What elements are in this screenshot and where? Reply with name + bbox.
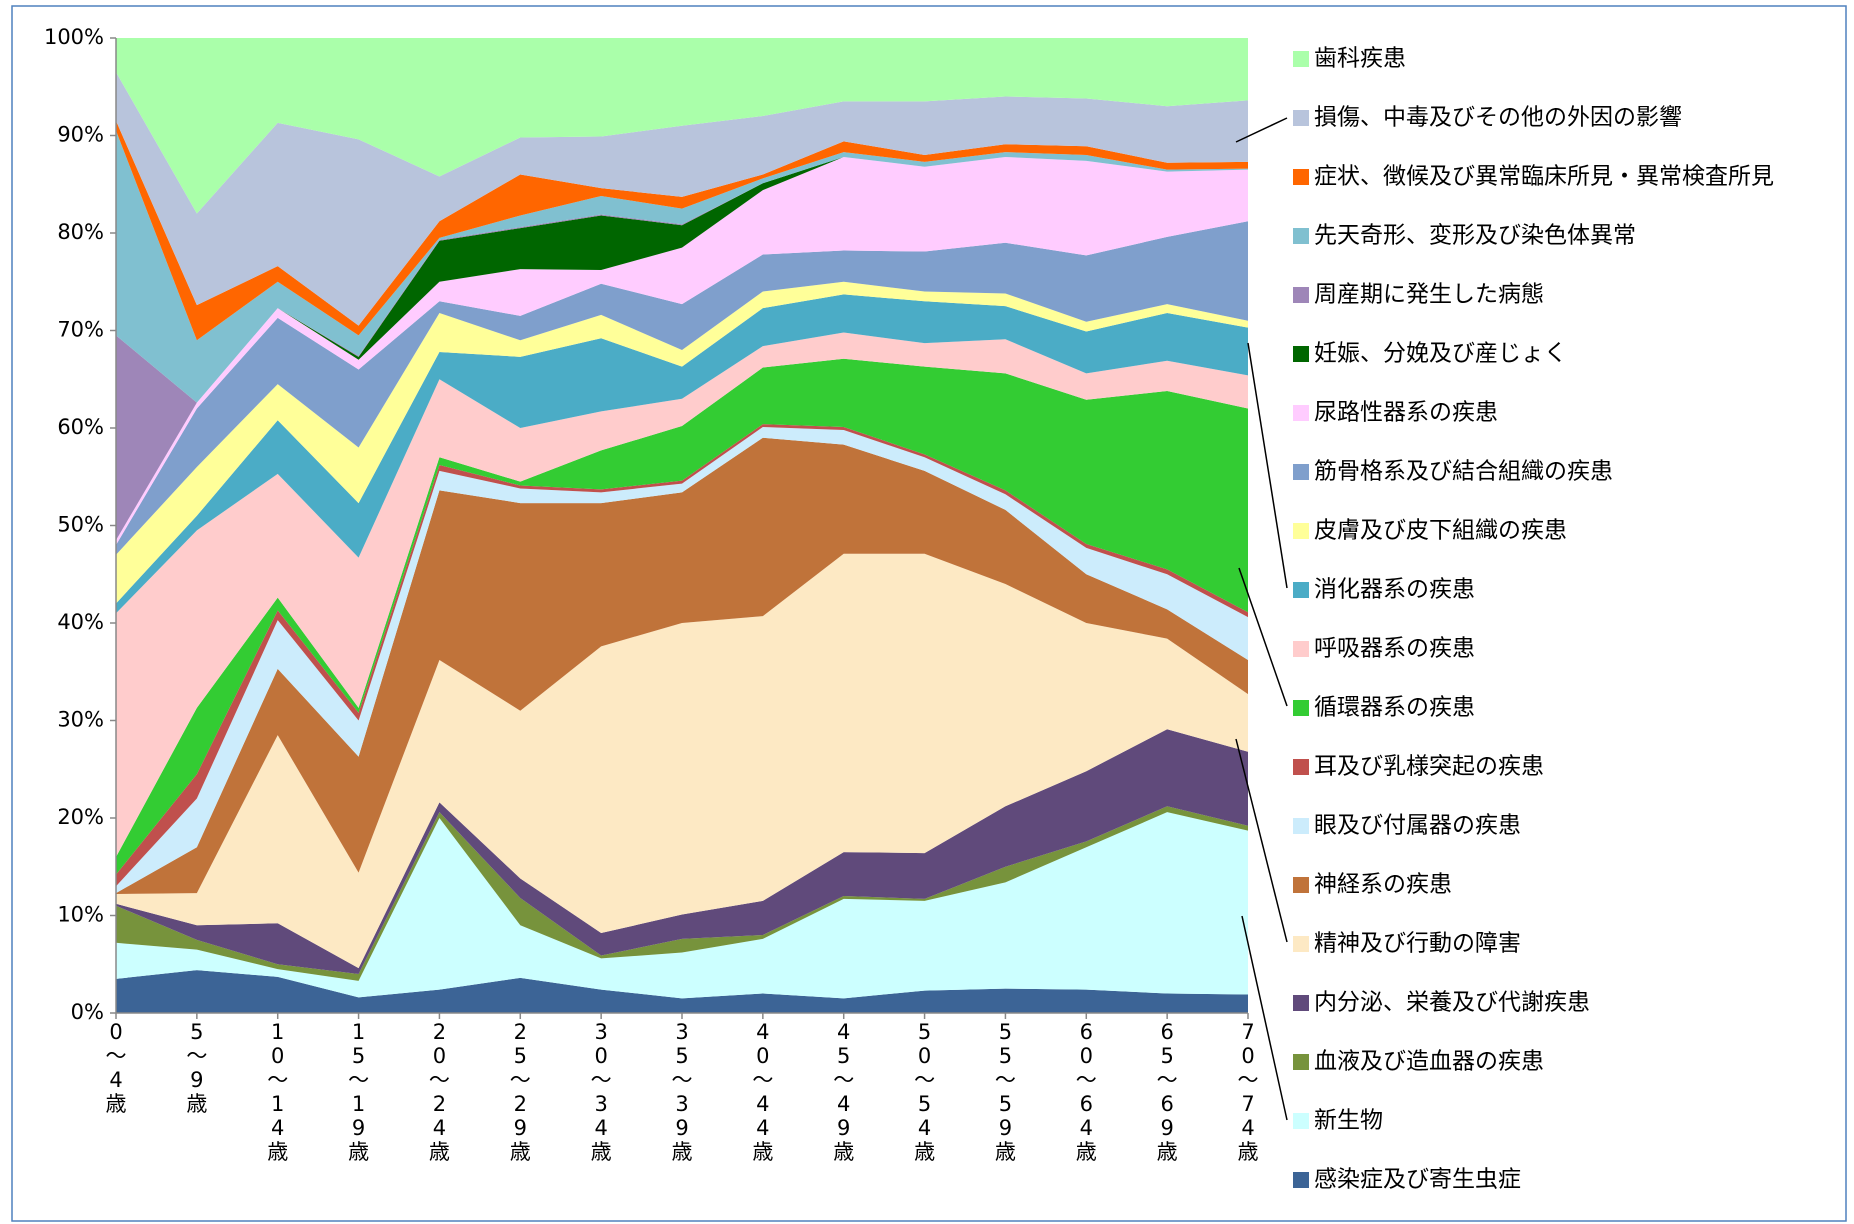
legend-swatch <box>1293 582 1309 598</box>
leader-line <box>1235 117 1288 143</box>
legend-label: 内分泌、栄養及び代謝疾患 <box>1314 990 1590 1016</box>
legend-label: 呼吸器系の疾患 <box>1314 636 1475 662</box>
y-tick-label: 30% <box>57 708 104 732</box>
legend-label: 先天奇形、変形及び染色体異常 <box>1314 223 1636 249</box>
y-tick-label: 60% <box>57 415 104 439</box>
legend-swatch <box>1293 523 1309 539</box>
legend-swatch <box>1293 818 1309 834</box>
area <box>116 812 1248 999</box>
x-tick-label: 6 5 ～ 6 9 歳 <box>1157 1020 1178 1164</box>
legend-label: 尿路性器系の疾患 <box>1314 400 1498 426</box>
x-tick-label: 4 5 ～ 4 9 歳 <box>833 1020 854 1164</box>
legend-swatch <box>1293 1113 1309 1129</box>
legend-swatch <box>1293 346 1309 362</box>
leader-line <box>1241 915 1288 1121</box>
x-tick-label: 3 0 ～ 3 4 歳 <box>591 1020 612 1164</box>
legend-label: 感染症及び寄生虫症 <box>1314 1167 1521 1193</box>
x-tick-label: 7 0 ～ 7 4 歳 <box>1238 1020 1259 1164</box>
x-tick-label: 1 5 ～ 1 9 歳 <box>348 1020 369 1164</box>
area <box>116 358 1248 875</box>
legend-label: 耳及び乳様突起の疾患 <box>1314 754 1544 780</box>
area <box>116 72 1248 326</box>
legend-swatch <box>1293 51 1309 67</box>
legend: 歯科疾患損傷、中毒及びその他の外因の影響症状、徴候及び異常臨床所見・異常検査所見… <box>1293 46 1774 1193</box>
legend-label: 消化器系の疾患 <box>1314 577 1475 603</box>
legend-label: 精神及び行動の障害 <box>1314 931 1521 957</box>
legend-swatch <box>1293 1172 1309 1188</box>
legend-label: 周産期に発生した病態 <box>1314 282 1544 308</box>
legend-swatch <box>1293 995 1309 1011</box>
x-tick-label: 6 0 ～ 6 4 歳 <box>1076 1020 1097 1164</box>
area <box>116 38 1248 214</box>
leader-line <box>1238 567 1288 707</box>
y-tick-label: 100% <box>44 25 104 49</box>
y-tick-label: 10% <box>57 903 104 927</box>
legend-label: 循環器系の疾患 <box>1314 695 1475 721</box>
axes: 0% 10% 20% 30% 40% 50% 60% 70% 80% 90% 100% 0 ～ 4 歳 5 ～ 9… <box>44 25 1259 1164</box>
legend-swatch <box>1293 405 1309 421</box>
y-tick-label: 50% <box>57 513 104 537</box>
legend-label: 妊娠、分娩及び産じょく <box>1314 341 1567 367</box>
area <box>116 281 1248 604</box>
legend-swatch <box>1293 110 1309 126</box>
legend-label: 皮膚及び皮下組織の疾患 <box>1314 518 1567 544</box>
leader-line <box>1247 342 1288 589</box>
y-tick-label: 20% <box>57 805 104 829</box>
y-tick-label: 80% <box>57 220 104 244</box>
x-tick-label: 2 0 ～ 2 4 歳 <box>429 1020 450 1164</box>
x-tick-label: 0 ～ 4 歳 <box>106 1020 127 1116</box>
area <box>116 729 1248 974</box>
legend-swatch <box>1293 464 1309 480</box>
legend-label: 血液及び造血器の疾患 <box>1314 1049 1544 1075</box>
legend-swatch <box>1293 700 1309 716</box>
legend-swatch <box>1293 641 1309 657</box>
legend-swatch <box>1293 287 1309 303</box>
legend-swatch <box>1293 877 1309 893</box>
x-tick-label: 5 0 ～ 5 4 歳 <box>914 1020 935 1164</box>
area <box>116 553 1248 969</box>
area <box>116 294 1248 614</box>
area <box>116 221 1248 555</box>
legend-swatch <box>1293 169 1309 185</box>
area <box>116 437 1248 895</box>
x-tick-label: 5 ～ 9 歳 <box>186 1020 207 1116</box>
legend-swatch <box>1293 759 1309 775</box>
legend-label: 症状、徴候及び異常臨床所見・異常検査所見 <box>1314 164 1774 190</box>
legend-label: 眼及び付属器の疾患 <box>1314 813 1521 839</box>
area <box>116 156 1248 545</box>
y-tick-label: 90% <box>57 123 104 147</box>
plot-area <box>116 38 1248 1013</box>
area <box>116 806 1248 981</box>
area <box>116 970 1248 1013</box>
x-tick-label: 2 5 ～ 2 9 歳 <box>510 1020 531 1164</box>
x-tick-label: 4 0 ～ 4 4 歳 <box>752 1020 773 1164</box>
area <box>116 156 1248 541</box>
area <box>116 120 1248 341</box>
y-tick-label: 0% <box>71 1000 104 1024</box>
x-tick-label: 3 5 ～ 3 9 歳 <box>672 1020 693 1164</box>
legend-label: 神経系の疾患 <box>1314 872 1452 898</box>
x-tick-label: 5 5 ～ 5 9 歳 <box>995 1020 1016 1164</box>
legend-label: 新生物 <box>1314 1108 1383 1134</box>
leader-line <box>1235 738 1288 943</box>
leader-lines <box>1235 117 1288 1121</box>
legend-label: 損傷、中毒及びその他の外因の影響 <box>1314 105 1682 131</box>
legend-swatch <box>1293 228 1309 244</box>
y-tick-label: 70% <box>57 318 104 342</box>
x-tick-label: 1 0 ～ 1 4 歳 <box>267 1020 288 1164</box>
y-tick-label: 40% <box>57 610 104 634</box>
area <box>116 332 1248 857</box>
legend-swatch <box>1293 936 1309 952</box>
legend-label: 筋骨格系及び結合組織の疾患 <box>1314 459 1613 485</box>
legend-label: 歯科疾患 <box>1314 46 1406 72</box>
legend-swatch <box>1293 1054 1309 1070</box>
